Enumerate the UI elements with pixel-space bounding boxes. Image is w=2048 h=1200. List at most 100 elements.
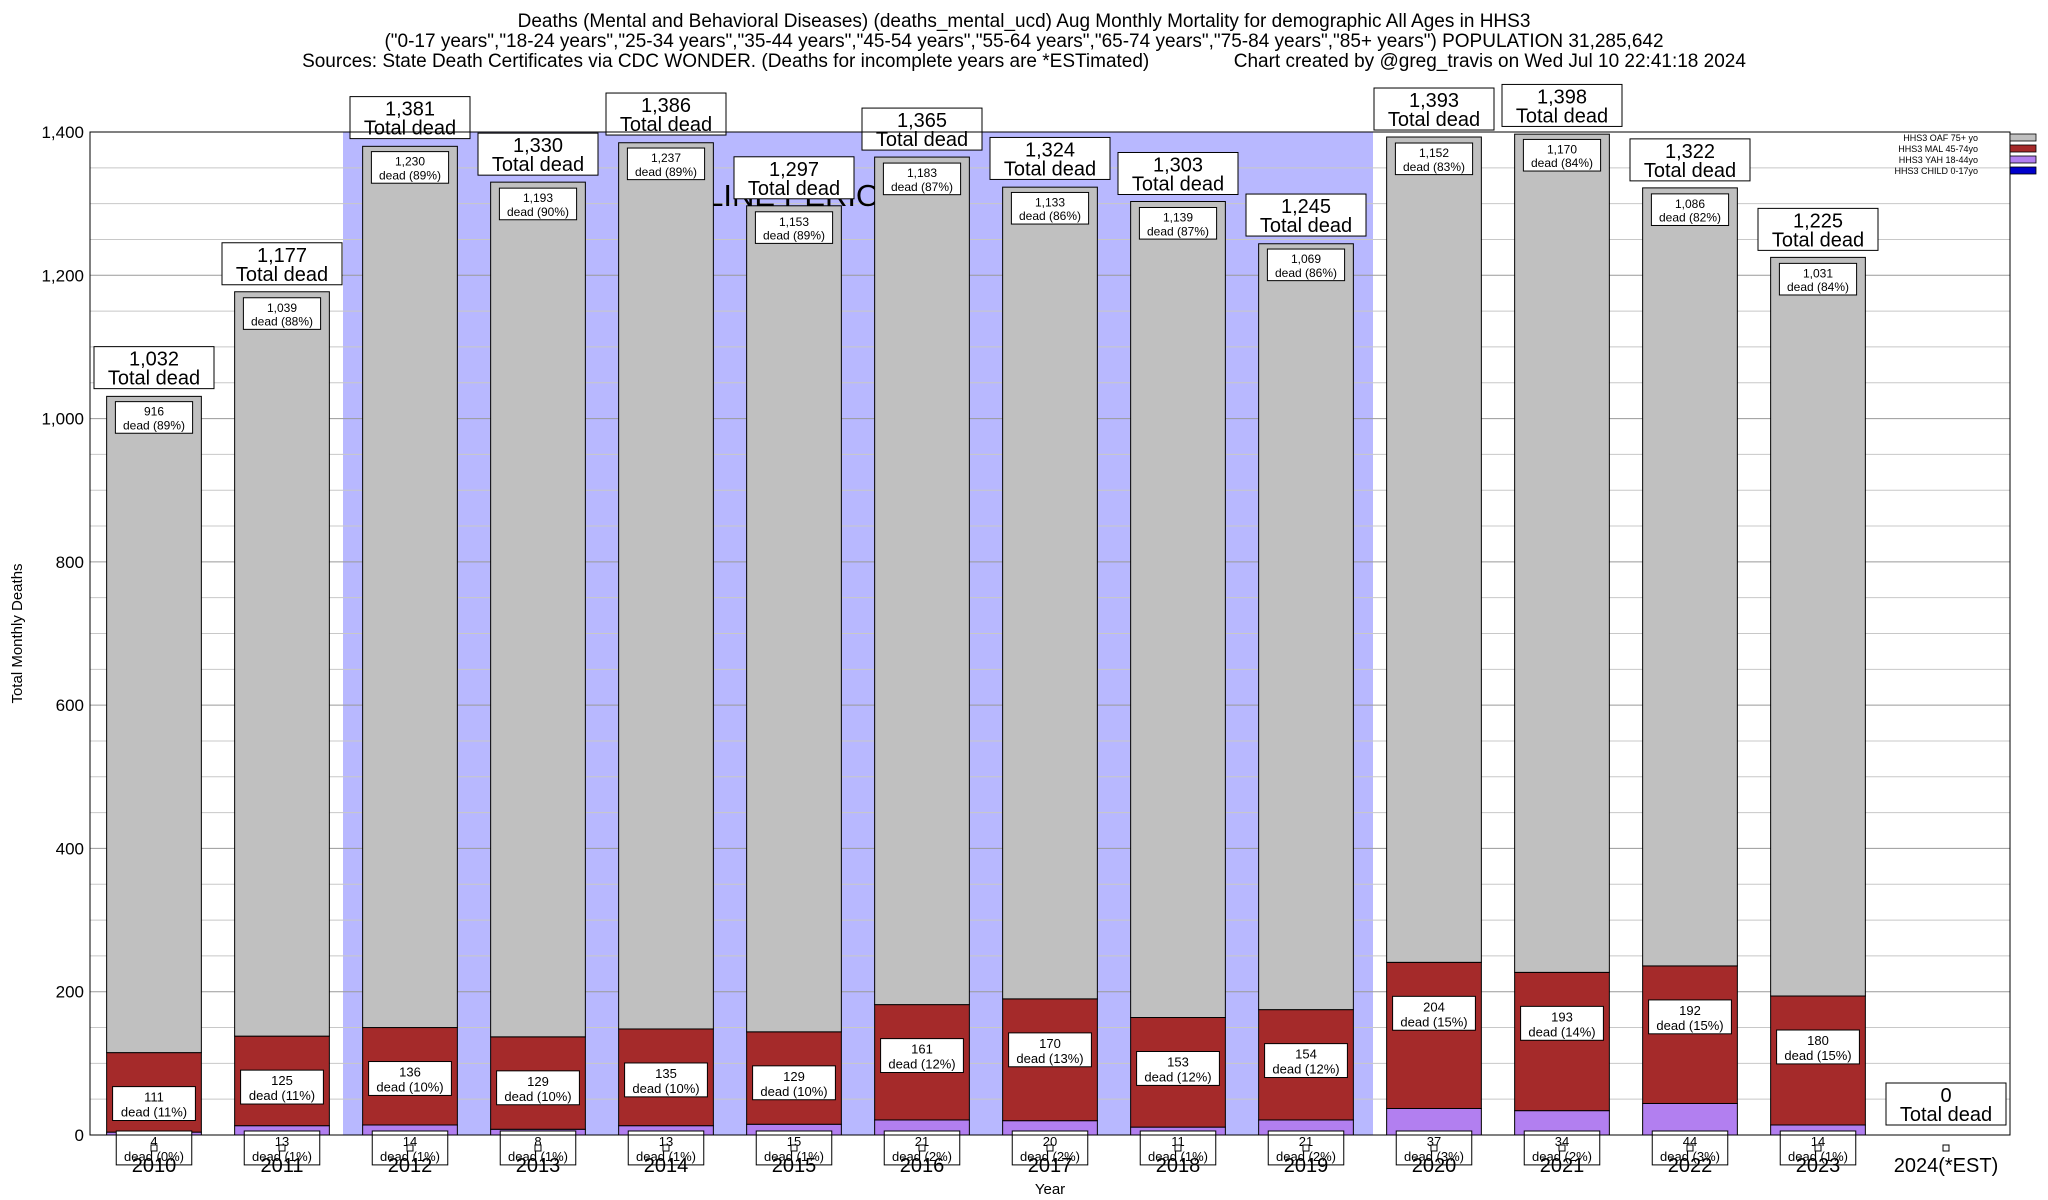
point-marker <box>918 1144 926 1152</box>
total-label-text: Total dead <box>1260 215 1352 237</box>
plot-border <box>89 131 2011 1136</box>
bar-segment <box>1386 136 1482 963</box>
segment-label-mal: dead (13%) <box>1016 1051 1083 1066</box>
segment-label-mal: 153 <box>1167 1055 1189 1070</box>
total-label-value: 0 <box>1940 1085 1951 1107</box>
bar-segment <box>234 291 330 1037</box>
total-label-box <box>1373 87 1495 131</box>
segment-label-oaf-box <box>1010 191 1090 225</box>
segment-label-mal-box <box>880 1038 964 1074</box>
x-tick-label: 2016 <box>900 1155 945 1177</box>
total-label-value: 1,032 <box>129 349 179 371</box>
segment-label-oaf-box <box>1266 248 1346 282</box>
segment-label-oaf-box <box>1394 142 1474 176</box>
segment-label-yah: 13 <box>275 1134 289 1149</box>
segment-label-oaf: 1,170 <box>1547 142 1577 156</box>
total-label-value: 1,324 <box>1025 139 1075 161</box>
total-label-box <box>861 107 983 151</box>
y-tick-label: 600 <box>56 696 84 715</box>
point-marker <box>790 1144 798 1152</box>
segment-label-oaf-box <box>1522 138 1602 172</box>
segment-label-oaf: 916 <box>144 405 164 419</box>
y-tick-label: 1,400 <box>41 123 84 142</box>
total-label-text: Total dead <box>1516 105 1608 127</box>
total-label-text: Total dead <box>1900 1104 1992 1126</box>
total-label-value: 1,297 <box>769 159 819 181</box>
x-tick-label: 2011 <box>260 1155 303 1177</box>
segment-label-mal: 193 <box>1551 1009 1573 1024</box>
segment-label-oaf-box <box>754 211 834 244</box>
segment-label-mal-box <box>1520 1005 1604 1041</box>
segment-label-mal: dead (15%) <box>1784 1048 1851 1063</box>
segment-label-mal-box <box>1008 1032 1092 1068</box>
y-tick-label: 800 <box>56 553 84 572</box>
segment-label-oaf: 1,133 <box>1035 195 1065 209</box>
segment-label-mal-box <box>1392 995 1476 1031</box>
bar-segment <box>1258 243 1354 1011</box>
point-marker <box>150 1144 158 1152</box>
bar-segment <box>618 142 714 1030</box>
bar-segment <box>1002 186 1098 1000</box>
legend-label: HHS3 MAL 45-74yo <box>1898 144 1978 154</box>
segment-label-yah: 44 <box>1683 1134 1697 1149</box>
bar-segment <box>1130 200 1226 1019</box>
point-marker <box>1046 1144 1054 1152</box>
segment-label-yah: 4 <box>150 1134 157 1149</box>
segment-label-mal-box <box>1648 999 1732 1035</box>
point-marker <box>662 1144 670 1152</box>
segment-label-mal-box <box>368 1061 452 1096</box>
x-tick-label: 2013 <box>516 1155 561 1177</box>
bar-segment <box>1642 1102 1738 1136</box>
segment-label-mal: 136 <box>399 1065 421 1080</box>
segment-label-yah: 20 <box>1043 1134 1057 1149</box>
segment-label-mal: 135 <box>655 1066 677 1081</box>
point-marker <box>1686 1144 1694 1152</box>
segment-label-oaf: 1,237 <box>651 151 681 165</box>
segment-label-yah: 8 <box>534 1134 541 1149</box>
x-tick-label: 2010 <box>132 1155 177 1177</box>
segment-label-mal-box <box>496 1070 580 1106</box>
segment-label-mal: 154 <box>1295 1047 1317 1062</box>
total-label-box <box>477 132 599 176</box>
y-tick-label: 1,000 <box>41 410 84 429</box>
total-label-value: 1,393 <box>1409 90 1459 112</box>
y-tick-label: 0 <box>75 1126 84 1145</box>
total-label-box <box>605 92 727 136</box>
total-label-text: Total dead <box>1004 158 1096 180</box>
point-marker <box>1814 1144 1822 1152</box>
point-marker <box>534 1144 542 1152</box>
segment-label-yah: 21 <box>1299 1134 1313 1149</box>
bar-segment <box>1642 187 1738 967</box>
segment-label-yah: 13 <box>659 1134 673 1149</box>
segment-label-oaf-box <box>1138 206 1218 240</box>
segment-label-oaf: dead (84%) <box>1531 156 1593 170</box>
segment-label-oaf: dead (86%) <box>1019 209 1081 223</box>
segment-label-mal-box <box>752 1065 836 1101</box>
total-label-value: 1,225 <box>1793 210 1843 232</box>
total-label-box <box>989 136 1111 180</box>
segment-label-yah: dead (1%) <box>380 1149 440 1164</box>
segment-label-oaf: 1,139 <box>1163 210 1193 224</box>
segment-label-oaf-box <box>370 151 450 184</box>
legend-swatch <box>2009 133 2037 142</box>
segment-label-mal: dead (15%) <box>1400 1014 1467 1029</box>
total-label-box <box>1245 193 1367 237</box>
x-tick-label: 2012 <box>388 1155 433 1177</box>
y-tick-label: 400 <box>56 839 84 858</box>
segment-label-oaf: 1,031 <box>1803 266 1833 280</box>
segment-label-yah: 15 <box>787 1134 801 1149</box>
total-label-box <box>1501 83 1623 127</box>
segment-label-mal: dead (12%) <box>1272 1062 1339 1077</box>
chart-subtitle-sources: Sources: State Death Certificates via CD… <box>302 51 1746 72</box>
segment-label-mal: 192 <box>1679 1003 1701 1018</box>
segment-label-yah: dead (2%) <box>1020 1149 1080 1164</box>
segment-label-mal-box <box>1264 1043 1348 1079</box>
segment-label-oaf-box <box>114 401 194 434</box>
segment-label-oaf: dead (89%) <box>763 229 825 243</box>
segment-label-mal-box <box>624 1062 708 1098</box>
segment-label-mal: dead (12%) <box>1144 1069 1211 1084</box>
total-label-text: Total dead <box>364 118 456 140</box>
bar-segment <box>1642 965 1738 1104</box>
total-label-box <box>1757 207 1879 251</box>
segment-label-oaf-box <box>1778 262 1858 296</box>
